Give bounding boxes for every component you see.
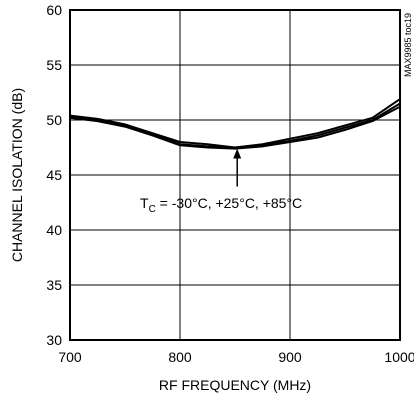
y-tick-label: 40 <box>46 222 62 238</box>
series-line-1 <box>69 98 401 149</box>
grid-lines <box>69 9 401 341</box>
figure-id-label: MAX9985 toc19 <box>403 13 413 77</box>
y-tick-label: 30 <box>46 332 62 348</box>
annotation: TC = -30°C, +25°C, +85°C <box>140 148 302 215</box>
x-tick-label: 900 <box>278 349 302 365</box>
x-tick-label: 800 <box>168 349 192 365</box>
y-axis-title: CHANNEL ISOLATION (dB) <box>9 88 25 262</box>
annotation-label: TC = -30°C, +25°C, +85°C <box>140 195 302 215</box>
y-tick-label: 45 <box>46 167 62 183</box>
x-axis-title: RF FREQUENCY (MHz) <box>159 377 311 393</box>
x-tick-labels: 700 800 900 1000 <box>58 349 414 365</box>
x-tick-label: 700 <box>58 349 82 365</box>
y-tick-label: 55 <box>46 57 62 73</box>
y-tick-labels: 30 35 40 45 50 55 60 <box>46 2 62 348</box>
series-line-2 <box>69 105 401 150</box>
y-tick-label: 35 <box>46 277 62 293</box>
annotation-arrowhead <box>233 148 242 159</box>
plot-frame <box>69 9 401 341</box>
y-tick-label: 60 <box>46 2 62 18</box>
series-lines <box>69 98 401 150</box>
x-tick-label: 1000 <box>384 349 414 365</box>
y-tick-label: 50 <box>46 112 62 128</box>
